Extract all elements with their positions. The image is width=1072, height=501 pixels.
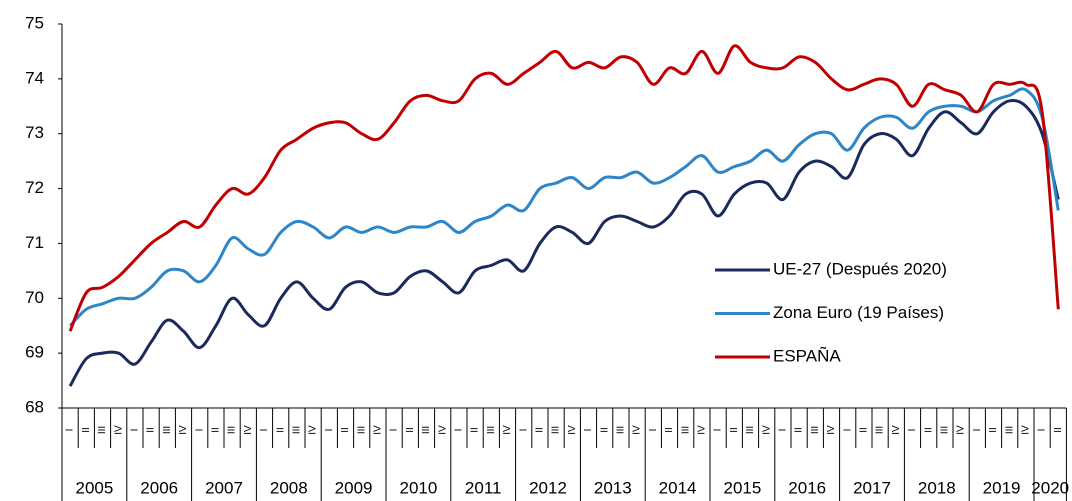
x-tick-label: II	[859, 427, 870, 433]
x-tick-label: III	[680, 426, 691, 434]
year-label: 2008	[270, 478, 308, 497]
year-label: 2011	[465, 478, 502, 497]
x-tick-label: II	[599, 427, 610, 433]
y-tick-label: 75	[25, 13, 44, 32]
x-tick-label: IV	[437, 425, 448, 435]
x-tick-label: II	[664, 427, 675, 433]
x-tick-label: IV	[1021, 425, 1032, 435]
x-tick-label: II	[81, 427, 92, 433]
y-tick-label: 71	[25, 233, 44, 252]
x-tick-label: II	[470, 427, 481, 433]
year-label: 2014	[659, 478, 697, 497]
y-tick-label: 74	[25, 68, 44, 87]
year-label: 2009	[335, 478, 373, 497]
x-tick-label: II	[211, 427, 222, 433]
x-tick-label: III	[810, 426, 821, 434]
x-tick-label: III	[875, 426, 886, 434]
x-tick-label: I	[842, 429, 853, 432]
series-line	[68, 99, 1060, 387]
year-label: 2006	[140, 478, 178, 497]
year-label: 2010	[399, 478, 437, 497]
x-tick-label: IV	[632, 425, 643, 435]
x-tick-label: I	[324, 429, 335, 432]
x-tick-label: II	[535, 427, 546, 433]
x-tick-label: II	[405, 427, 416, 433]
x-tick-label: III	[227, 426, 238, 434]
year-label: 2012	[529, 478, 567, 497]
x-tick-label: I	[130, 429, 141, 432]
x-tick-label: II	[729, 427, 740, 433]
x-tick-label: IV	[113, 425, 124, 435]
x-tick-label: IV	[243, 425, 254, 435]
x-tick-label: I	[583, 429, 594, 432]
x-tick-label: II	[275, 427, 286, 433]
legend-label: ESPAÑA	[773, 346, 841, 365]
x-tick-label: IV	[697, 425, 708, 435]
x-tick-label: IV	[761, 425, 772, 435]
x-tick-label: II	[1053, 427, 1064, 433]
x-tick-label: III	[292, 426, 303, 434]
x-tick-label: IV	[308, 425, 319, 435]
x-tick-label: I	[778, 429, 789, 432]
year-label: 2016	[788, 478, 826, 497]
x-tick-label: IV	[178, 425, 189, 435]
x-tick-label: II	[340, 427, 351, 433]
x-tick-label: I	[972, 429, 983, 432]
x-tick-label: I	[1037, 429, 1048, 432]
year-label: 2013	[594, 478, 632, 497]
x-tick-label: IV	[373, 425, 384, 435]
y-tick-label: 73	[25, 123, 44, 142]
x-tick-label: I	[259, 429, 270, 432]
x-tick-label: I	[389, 429, 400, 432]
x-tick-label: I	[65, 429, 76, 432]
series-line	[68, 44, 1060, 332]
year-label: 2015	[723, 478, 761, 497]
legend-label: UE-27 (Después 2020)	[773, 259, 947, 278]
year-label: 2019	[983, 478, 1021, 497]
x-tick-label: III	[551, 426, 562, 434]
x-tick-label: I	[194, 429, 205, 432]
year-label: 2005	[75, 478, 113, 497]
x-tick-label: IV	[567, 425, 578, 435]
x-tick-label: I	[454, 429, 465, 432]
x-tick-label: I	[713, 429, 724, 432]
x-tick-label: I	[518, 429, 529, 432]
x-tick-label: III	[421, 426, 432, 434]
x-tick-label: I	[648, 429, 659, 432]
x-tick-label: II	[794, 427, 805, 433]
y-tick-label: 70	[25, 288, 44, 307]
x-tick-label: III	[162, 426, 173, 434]
x-tick-label: IV	[956, 425, 967, 435]
x-tick-label: IV	[826, 425, 837, 435]
x-tick-label: II	[923, 427, 934, 433]
year-label: 2007	[205, 478, 243, 497]
x-tick-label: III	[356, 426, 367, 434]
x-tick-label: III	[486, 426, 497, 434]
y-tick-label: 69	[25, 343, 44, 362]
year-label: 2020	[1031, 478, 1069, 497]
x-tick-label: II	[146, 427, 157, 433]
x-tick-label: IV	[891, 425, 902, 435]
x-tick-label: I	[907, 429, 918, 432]
y-tick-label: 68	[25, 397, 44, 416]
year-label: 2018	[918, 478, 956, 497]
x-tick-label: III	[745, 426, 756, 434]
x-tick-label: IV	[502, 425, 513, 435]
x-tick-label: III	[616, 426, 627, 434]
x-tick-label: II	[988, 427, 999, 433]
year-label: 2017	[853, 478, 891, 497]
y-tick-label: 72	[25, 178, 44, 197]
x-tick-label: III	[940, 426, 951, 434]
x-tick-label: III	[1004, 426, 1015, 434]
series-line	[69, 87, 1060, 327]
legend-label: Zona Euro (19 Países)	[773, 303, 944, 322]
x-tick-label: III	[97, 426, 108, 434]
